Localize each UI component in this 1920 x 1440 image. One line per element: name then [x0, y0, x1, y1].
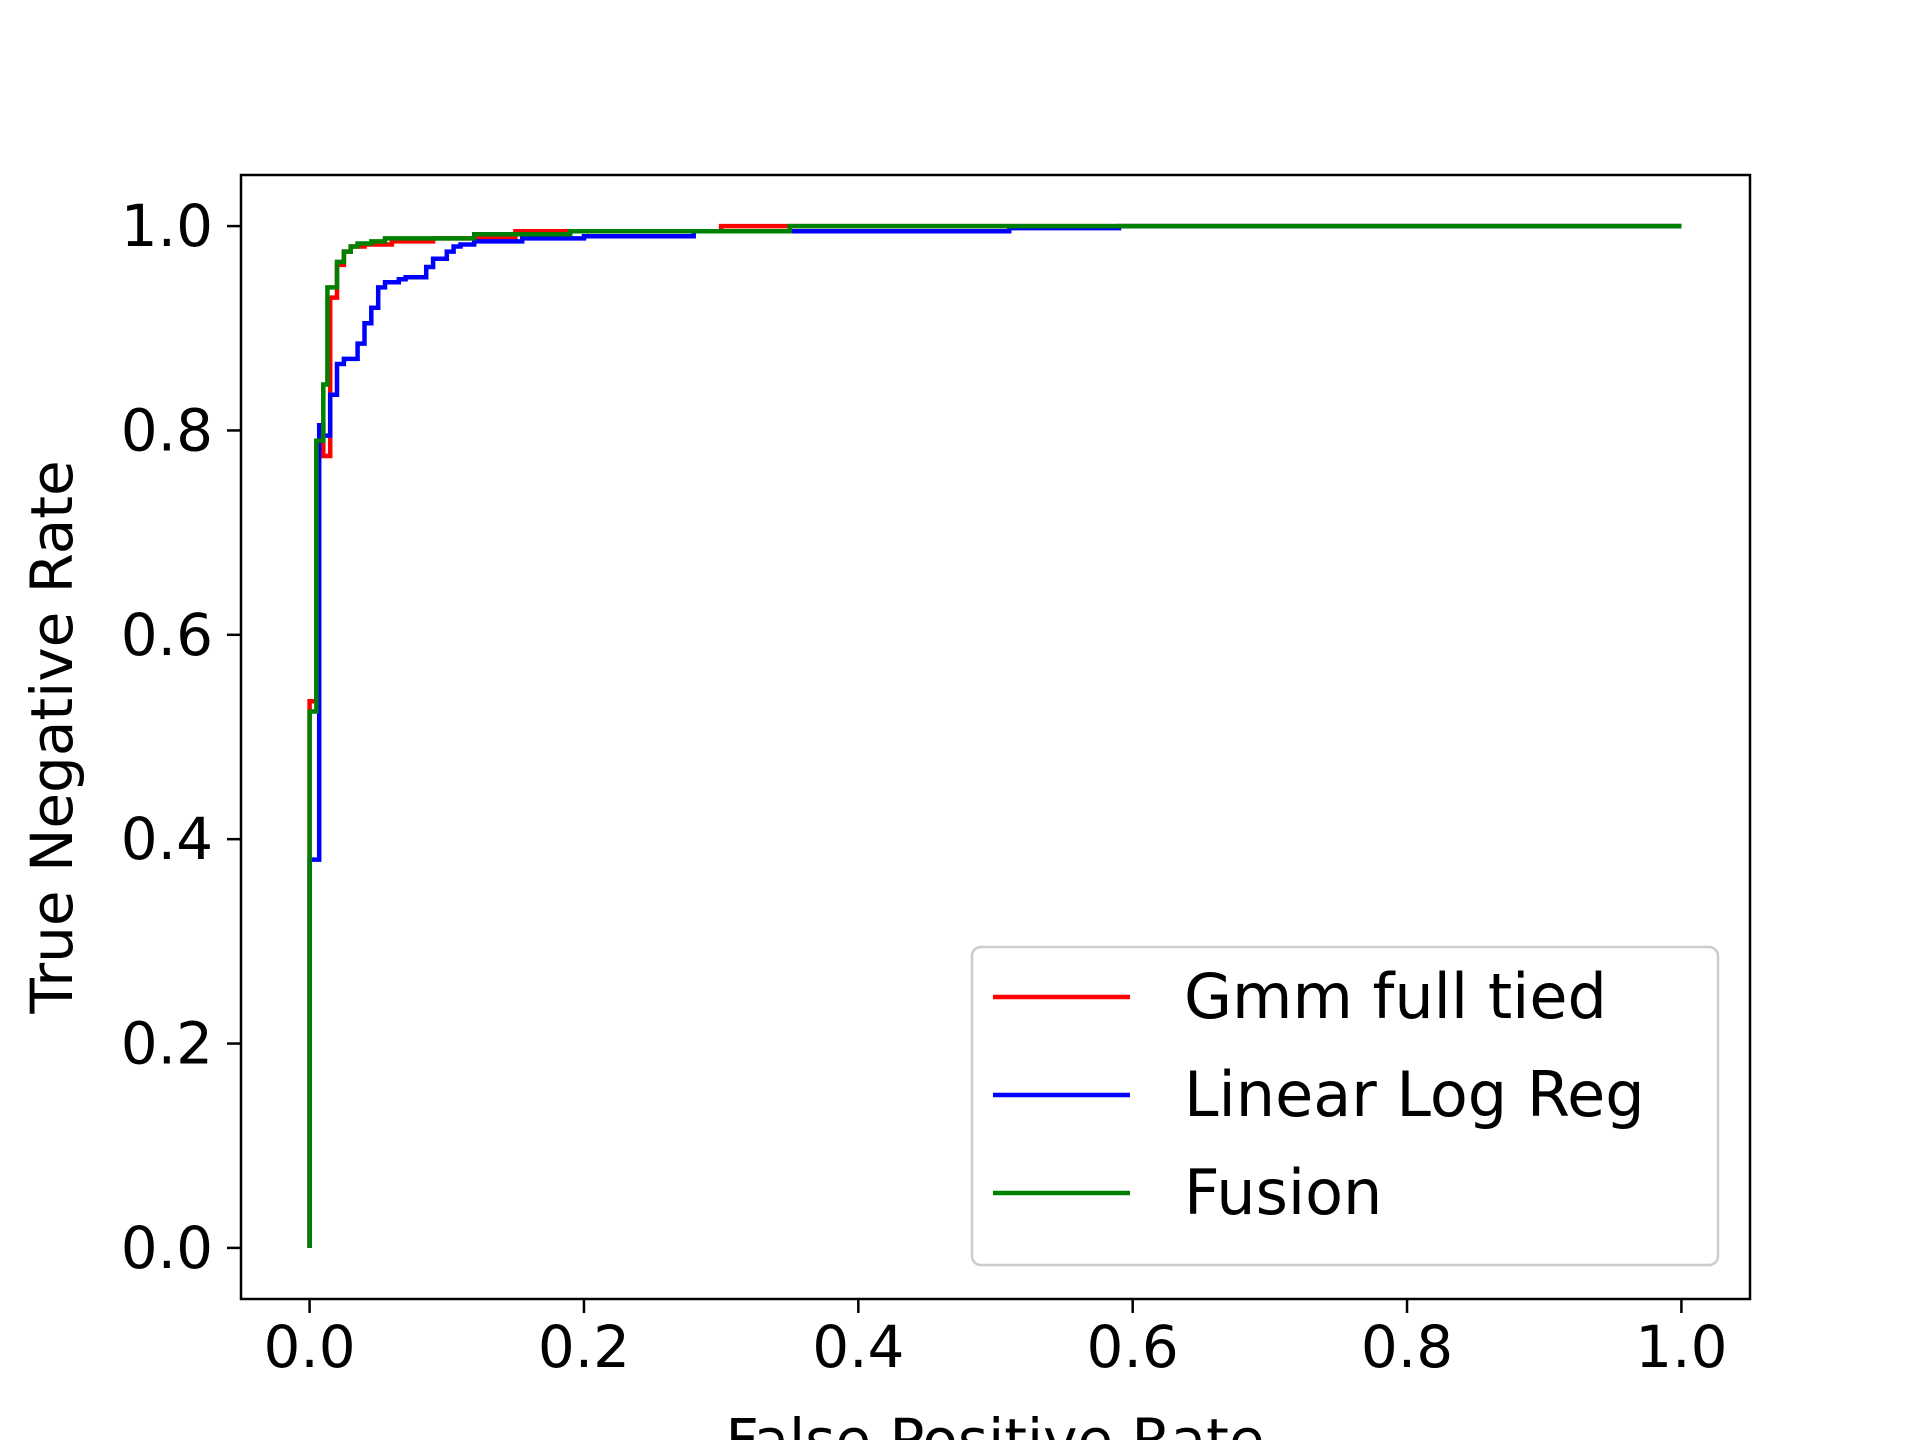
legend: Gmm full tied Linear Log Reg Fusion [970, 945, 1720, 1267]
x-tick-label: 0.8 [1361, 1313, 1453, 1381]
x-axis-label: False Positive Rate [725, 1406, 1264, 1440]
legend-label: Gmm full tied [1184, 960, 1607, 1033]
y-tick-label: 0.8 [121, 396, 213, 464]
x-tick-label: 0.6 [1087, 1313, 1179, 1381]
series-line-3 [307, 223, 1682, 1248]
x-axis-ticks: 0.0 0.2 0.4 0.6 0.8 1.0 [263, 1299, 1728, 1381]
legend-box [970, 945, 1720, 1267]
legend-items: Gmm full tied Linear Log Reg Fusion [993, 960, 1645, 1229]
series-line-2 [307, 223, 1682, 1248]
x-tick-label: 1.0 [1635, 1313, 1727, 1381]
y-tick-label: 0.4 [121, 805, 213, 873]
x-tick-label: 0.2 [538, 1313, 630, 1381]
x-tick-label: 0.0 [263, 1313, 355, 1381]
series-layer [307, 223, 1682, 1248]
legend-label: Fusion [1184, 1156, 1382, 1229]
y-tick-label: 0.2 [121, 1010, 213, 1078]
y-tick-label: 1.0 [121, 192, 213, 260]
y-tick-label: 0.6 [121, 601, 213, 669]
x-tick-label: 0.4 [812, 1313, 904, 1381]
plot-frame [239, 173, 1752, 1301]
y-axis-ticks: 0.0 0.2 0.4 0.6 0.8 1.0 [121, 192, 241, 1282]
y-tick-label: 0.0 [121, 1214, 213, 1282]
legend-label: Linear Log Reg [1184, 1058, 1645, 1131]
y-axis-label: True Negative Rate [18, 460, 86, 1014]
